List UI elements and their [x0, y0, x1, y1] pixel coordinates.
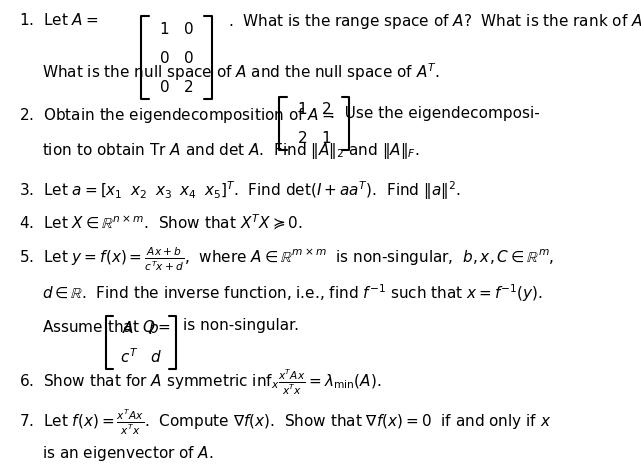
Text: 5.  Let $y = f(x) = \frac{Ax+b}{c^T x+d}$,  where $A \in \mathbb{R}^{m\times m}$: 5. Let $y = f(x) = \frac{Ax+b}{c^T x+d}$… [19, 246, 554, 273]
Text: $1 \quad 2$: $1 \quad 2$ [297, 101, 331, 117]
Text: 4.  Let $X \in \mathbb{R}^{n\times m}$.  Show that $X^T X \succeq 0$.: 4. Let $X \in \mathbb{R}^{n\times m}$. S… [19, 212, 303, 232]
Text: tion to obtain Tr $A$ and det $A$.  Find $\|A\|_2$ and $\|A\|_F$.: tion to obtain Tr $A$ and det $A$. Find … [42, 141, 419, 161]
Text: is an eigenvector of $A$.: is an eigenvector of $A$. [42, 444, 213, 463]
Text: $0 \quad 2$: $0 \quad 2$ [159, 79, 194, 95]
Text: What is the null space of $A$ and the null space of $A^T$.: What is the null space of $A$ and the nu… [42, 61, 440, 83]
Text: $0 \quad 0$: $0 \quad 0$ [159, 50, 194, 66]
Text: 7.  Let $f(x) = \frac{x^T A x}{x^T x}$.  Compute $\nabla f(x)$.  Show that $\nab: 7. Let $f(x) = \frac{x^T A x}{x^T x}$. C… [19, 407, 551, 437]
Text: $d \in \mathbb{R}$.  Find the inverse function, i.e., find $f^{-1}$ such that $x: $d \in \mathbb{R}$. Find the inverse fun… [42, 283, 543, 304]
Text: .  What is the range space of $A$?  What is the rank of $A$?: . What is the range space of $A$? What i… [228, 12, 641, 31]
Text: $A \quad b$: $A \quad b$ [122, 320, 160, 336]
Text: $2 \quad 1$: $2 \quad 1$ [297, 130, 331, 146]
Text: .  Use the eigendecomposi-: . Use the eigendecomposi- [330, 106, 540, 121]
Text: is non-singular.: is non-singular. [183, 318, 299, 333]
Text: $c^T \quad d$: $c^T \quad d$ [120, 348, 162, 366]
Text: 2.  Obtain the eigendecomposition of $A=$: 2. Obtain the eigendecomposition of $A=$ [19, 106, 335, 125]
Text: Assume that $Q=$: Assume that $Q=$ [42, 318, 171, 336]
Text: 1.  Let $A=$: 1. Let $A=$ [19, 12, 99, 28]
Text: 3.  Let $a = \left[x_1\;\; x_2\;\; x_3\;\; x_4\;\; x_5\right]^T$.  Find det$(I +: 3. Let $a = \left[x_1\;\; x_2\;\; x_3\;\… [19, 179, 461, 202]
Text: $1 \quad 0$: $1 \quad 0$ [159, 21, 194, 37]
Text: 6.  Show that for $A$ symmetric $\mathrm{inf}_x \frac{x^T A x}{x^T x} = \lambda_: 6. Show that for $A$ symmetric $\mathrm{… [19, 367, 381, 397]
